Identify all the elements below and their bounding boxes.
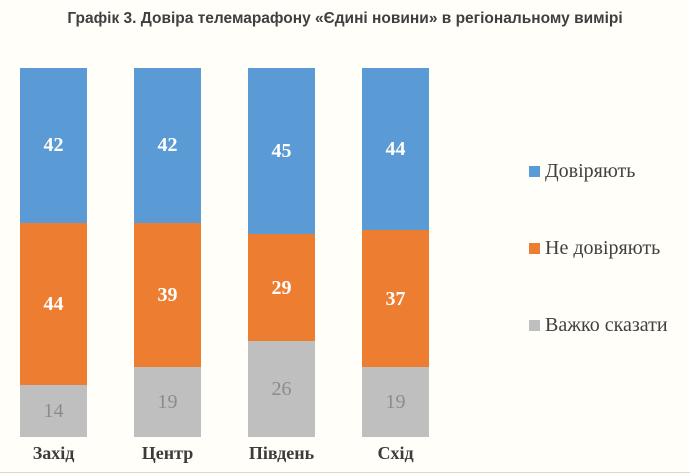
- axis-baseline: [0, 472, 690, 473]
- bar-column: 42 39 19: [134, 68, 201, 437]
- bar-segment: 39: [134, 222, 201, 367]
- legend: Довіряють Не довіряють Важко сказати: [529, 159, 689, 390]
- bar-segment: 19: [134, 366, 201, 437]
- x-axis-category-label: Центр: [141, 443, 194, 463]
- bar-value-label: 14: [43, 400, 64, 423]
- bar-value-label: 45: [271, 140, 292, 163]
- bar-value-label: 42: [157, 134, 178, 157]
- x-axis-category-label: Захід: [32, 443, 75, 463]
- legend-swatch-icon: [529, 319, 540, 331]
- bar-value-label: 44: [43, 293, 64, 316]
- legend-label: Важко сказати: [545, 313, 668, 336]
- legend-label: Не довіряють: [545, 236, 661, 259]
- bar-segment: 45: [248, 68, 315, 235]
- legend-item: Важко сказати: [529, 313, 689, 337]
- bar-value-label: 19: [157, 390, 178, 413]
- bar-column: 45 29 26: [248, 68, 315, 437]
- bar-value-label: 19: [385, 390, 406, 413]
- bar-segment: 26: [248, 341, 315, 437]
- bar-column: 42 44 14: [20, 68, 87, 437]
- bar-value-label: 37: [385, 287, 406, 310]
- x-axis-category-label: Схід: [377, 443, 414, 463]
- bar-value-label: 39: [157, 283, 178, 306]
- legend-label: Довіряють: [545, 159, 636, 182]
- legend-item: Довіряють: [529, 159, 689, 183]
- bar-segment: 42: [134, 68, 201, 223]
- bar-value-label: 29: [271, 276, 292, 299]
- bar-value-label: 26: [271, 378, 292, 401]
- bar-segment: 19: [362, 366, 429, 437]
- bar-segment: 42: [20, 68, 87, 223]
- bar-segment: 29: [248, 234, 315, 342]
- bar-segment: 44: [362, 68, 429, 231]
- legend-item: Не довіряють: [529, 236, 689, 260]
- bar-value-label: 42: [43, 134, 64, 157]
- bar-segment: 44: [20, 222, 87, 386]
- bar-column: 44 37 19: [362, 68, 429, 437]
- chart-title: Графік 3. Довіра телемарафону «Єдині нов…: [67, 10, 623, 27]
- bar-value-label: 44: [385, 138, 406, 161]
- x-axis-category-label: Південь: [248, 443, 315, 463]
- bar-segment: 37: [362, 230, 429, 367]
- legend-swatch-icon: [529, 165, 540, 177]
- bar-segment: 14: [20, 385, 87, 437]
- x-axis-labels: Захід Центр Південь Схід: [0, 443, 520, 467]
- plot-area: 42 44 14 42 39 19 45 29 26 44 37 19: [0, 68, 520, 437]
- legend-swatch-icon: [529, 242, 540, 254]
